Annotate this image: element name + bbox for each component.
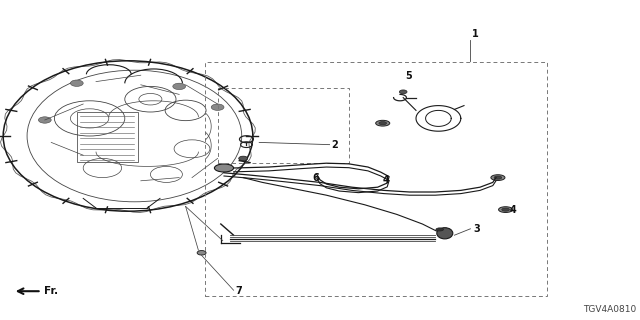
Text: 7: 7 bbox=[236, 286, 243, 296]
Text: 4: 4 bbox=[510, 205, 517, 215]
Text: 4: 4 bbox=[383, 175, 390, 185]
Ellipse shape bbox=[214, 164, 234, 172]
Ellipse shape bbox=[436, 228, 444, 231]
Text: 6: 6 bbox=[312, 173, 319, 183]
Bar bbox=[205, 62, 547, 296]
Circle shape bbox=[197, 251, 206, 255]
Circle shape bbox=[239, 156, 248, 161]
Text: 2: 2 bbox=[332, 140, 339, 150]
Circle shape bbox=[38, 117, 51, 123]
Circle shape bbox=[399, 90, 407, 94]
Ellipse shape bbox=[502, 208, 509, 211]
Ellipse shape bbox=[499, 207, 513, 212]
Text: 5: 5 bbox=[405, 71, 412, 81]
Ellipse shape bbox=[379, 122, 387, 125]
Circle shape bbox=[70, 80, 83, 86]
Ellipse shape bbox=[494, 176, 502, 179]
Circle shape bbox=[173, 83, 186, 90]
Bar bbox=[218, 88, 349, 163]
Ellipse shape bbox=[436, 228, 453, 239]
Circle shape bbox=[211, 104, 224, 110]
Ellipse shape bbox=[376, 120, 390, 126]
Text: 1: 1 bbox=[472, 28, 479, 39]
Text: Fr.: Fr. bbox=[44, 286, 58, 296]
Text: TGV4A0810: TGV4A0810 bbox=[584, 305, 637, 314]
Ellipse shape bbox=[491, 175, 505, 180]
Text: 3: 3 bbox=[474, 224, 481, 235]
Bar bbox=[77, 112, 138, 162]
